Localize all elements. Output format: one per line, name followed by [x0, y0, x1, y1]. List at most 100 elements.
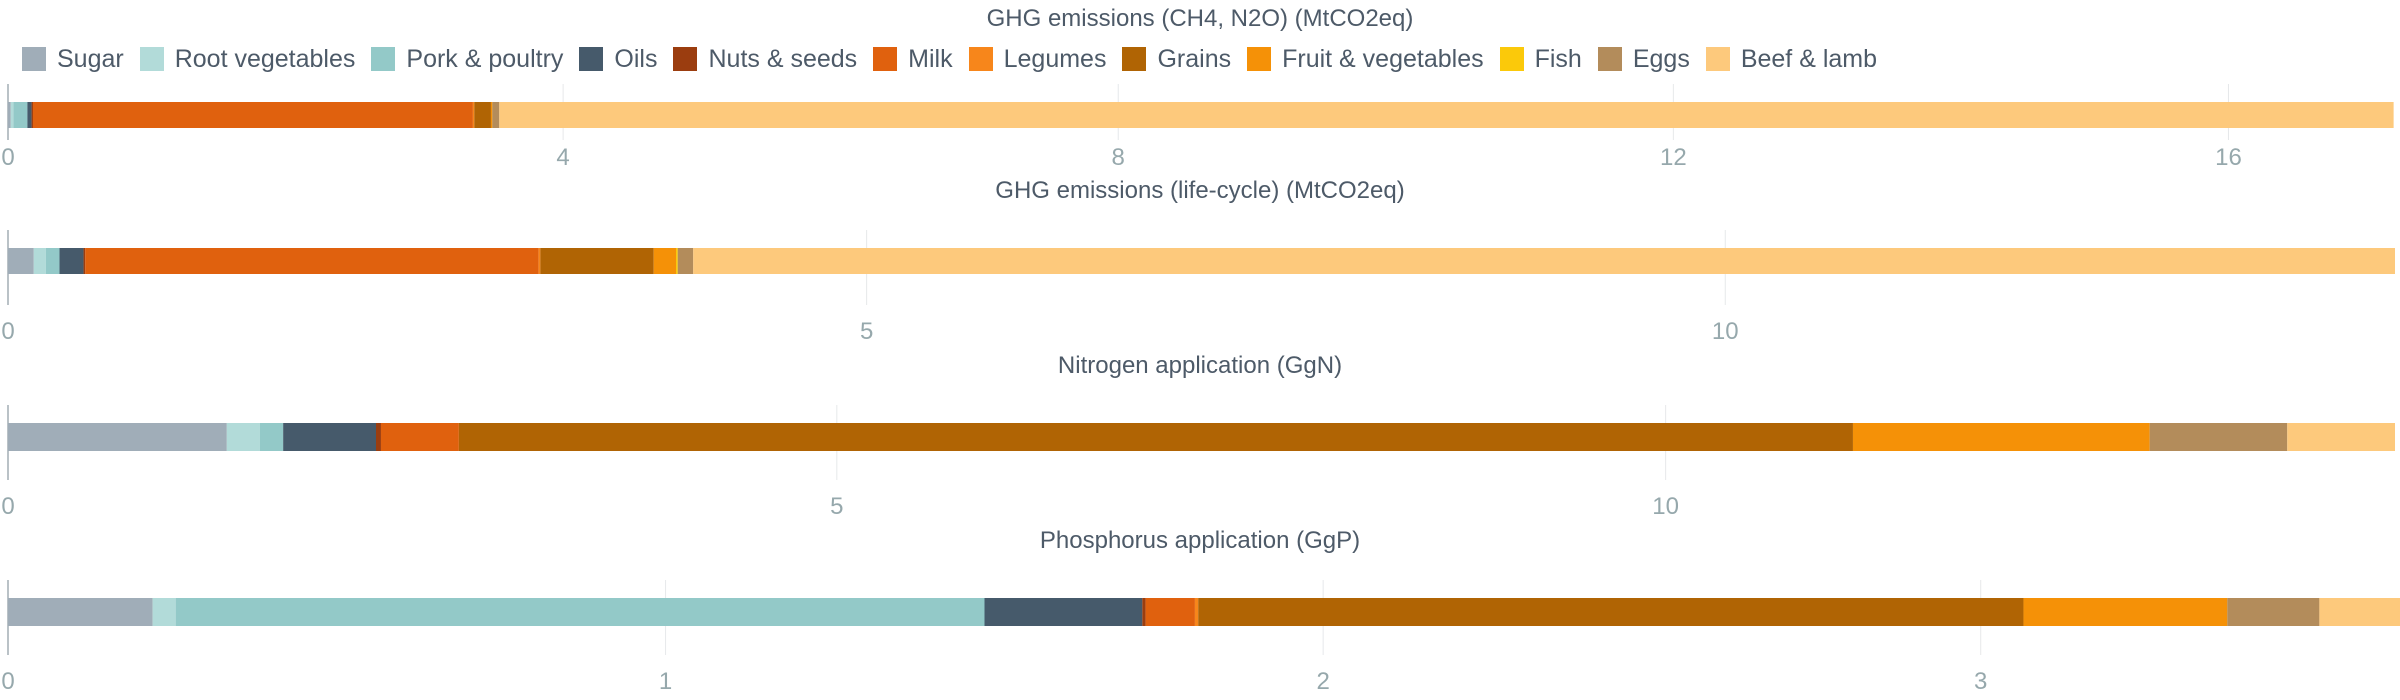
x-tick-label: 2 [1316, 668, 1329, 695]
bar-segment-legumes[interactable] [538, 248, 541, 274]
legend-label: Grains [1157, 44, 1232, 73]
x-tick-label: 0 [1, 318, 14, 345]
legend-swatch [1499, 47, 1524, 71]
legend-item-nuts-and-seeds[interactable]: Nuts & seeds [673, 45, 857, 74]
bar-segment-grains[interactable] [458, 423, 1853, 451]
legend-item-milk[interactable]: Milk [873, 44, 953, 74]
legend-swatch [1247, 47, 1272, 71]
bar-segment-sugar[interactable] [8, 102, 11, 128]
legend-item-fish[interactable]: Fish [1499, 44, 1582, 74]
bar-segment-sugar[interactable] [8, 423, 227, 451]
x-tick-label: 0 [1, 668, 14, 695]
legend-swatch [579, 47, 604, 71]
bar-segment-beef-and-lamb[interactable] [499, 102, 2394, 128]
bar-segment-root-vegetables[interactable] [152, 598, 176, 626]
legend-item-oils[interactable]: Oils [579, 45, 657, 74]
legend-item-beef-and-lamb[interactable]: Beef & lamb [1705, 44, 1878, 74]
bar-segment-nuts-and-seeds[interactable] [31, 102, 33, 128]
bar-segment-eggs[interactable] [492, 102, 500, 128]
bar-segment-milk[interactable] [380, 423, 459, 451]
bar-segment-nuts-and-seeds[interactable] [83, 248, 86, 274]
bar-segment-fruit-and-vegetables[interactable] [1852, 423, 2150, 451]
x-tick-label: 3 [1974, 668, 1987, 695]
bar-segment-root-vegetables[interactable] [226, 423, 260, 451]
legend-label: Root vegetables [174, 44, 356, 73]
legend-label: Legumes [1003, 44, 1107, 73]
x-tick-label: 0 [1, 493, 14, 520]
legend-item-root-vegetables[interactable]: Root vegetables [139, 44, 356, 74]
bar-segment-milk[interactable] [32, 102, 473, 128]
bar-segment-eggs[interactable] [677, 248, 694, 274]
bar-segment-legumes[interactable] [1194, 598, 1199, 626]
x-tick-label: 16 [2215, 144, 2242, 171]
legend-item-fruit-and-vegetables[interactable]: Fruit & vegetables [1247, 45, 1484, 74]
bar-segment-oils[interactable] [27, 102, 32, 128]
legend-item-grains[interactable]: Grains [1122, 45, 1231, 74]
legend-label: Eggs [1632, 44, 1690, 73]
bar-segment-root-vegetables[interactable] [33, 248, 46, 274]
x-tick-label: 4 [556, 144, 569, 171]
bar-segment-legumes[interactable] [472, 102, 475, 128]
bar-segment-pork-and-poultry[interactable] [175, 598, 985, 626]
bar-segment-eggs[interactable] [2227, 598, 2320, 626]
bar-segment-nuts-and-seeds[interactable] [1142, 598, 1146, 626]
chart-title: GHG emissions (life-cycle) (MtCO2eq) [995, 177, 1404, 204]
legend-swatch [371, 47, 396, 71]
legend-label: Milk [908, 44, 953, 73]
chart-2: GHG emissions (life-cycle) (MtCO2eq) 0 5 10 [1, 177, 2395, 345]
x-tick-label: 8 [1112, 144, 1125, 171]
bar-segment-milk[interactable] [1145, 598, 1195, 626]
bar-segment-fruit-and-vegetables[interactable] [653, 248, 677, 274]
legend-swatch [873, 47, 898, 71]
bar-segment-root-vegetables[interactable] [10, 102, 14, 128]
bar-segment-eggs[interactable] [2149, 423, 2288, 451]
bar-segment-beef-and-lamb[interactable] [693, 248, 2395, 274]
bar-segment-pork-and-poultry[interactable] [259, 423, 284, 451]
x-tick-label: 10 [1712, 318, 1739, 345]
legend-item-eggs[interactable]: Eggs [1597, 44, 1690, 74]
bar-segment-fruit-and-vegetables[interactable] [490, 102, 493, 128]
bar-segment-beef-and-lamb[interactable] [2287, 423, 2395, 451]
legend-label: Fruit & vegetables [1282, 44, 1484, 73]
bar-segment-sugar[interactable] [8, 248, 34, 274]
x-tick-label: 5 [860, 318, 873, 345]
legend-swatch [673, 47, 698, 71]
legend-swatch [1122, 47, 1147, 71]
legend-label: Sugar [57, 44, 124, 73]
x-tick-label: 1 [659, 668, 672, 695]
legend-swatch [22, 47, 46, 71]
legend-swatch [1705, 47, 1730, 71]
bar-segment-sugar[interactable] [8, 598, 153, 626]
bar-segment-fruit-and-vegetables[interactable] [2023, 598, 2228, 626]
bar-segment-milk[interactable] [85, 248, 539, 274]
bar-segment-beef-and-lamb[interactable] [2319, 598, 2400, 626]
chart-title: Phosphorus application (GgP) [1040, 527, 1360, 554]
chart-4: Phosphorus application (GgP) 0 1 2 3 [1, 527, 2400, 695]
bar-segment-oils[interactable] [59, 248, 84, 274]
bar-segment-grains[interactable] [540, 248, 654, 274]
bar-segment-grains[interactable] [474, 102, 491, 128]
legend-item-pork-and-poultry[interactable]: Pork & poultry [371, 45, 563, 74]
legend-label: Nuts & seeds [708, 44, 858, 73]
bar-segment-oils[interactable] [984, 598, 1143, 626]
bar-segment-pork-and-poultry[interactable] [13, 102, 28, 128]
bar-segment-pork-and-poultry[interactable] [45, 248, 60, 274]
legend-item-legumes[interactable]: Legumes [968, 44, 1107, 74]
legend-label: Fish [1534, 44, 1582, 73]
bar-segment-nuts-and-seeds[interactable] [375, 423, 381, 451]
legend-swatch [1597, 47, 1622, 71]
legend-label: Beef & lamb [1740, 44, 1878, 73]
chart-title: GHG emissions (CH4, N2O) (MtCO2eq) [987, 5, 1414, 32]
bar-segment-fish[interactable] [676, 248, 678, 274]
legend-label: Pork & poultry [406, 44, 564, 73]
legend-label: Oils [614, 44, 658, 73]
bar-segment-oils[interactable] [283, 423, 376, 451]
x-tick-label: 10 [1652, 493, 1679, 520]
chart-3: Nitrogen application (GgN) 0 5 10 [1, 352, 2395, 520]
legend-swatch [139, 47, 164, 71]
legend-item-sugar[interactable]: Sugar [22, 45, 124, 74]
x-tick-label: 0 [1, 144, 14, 171]
x-tick-label: 5 [830, 493, 843, 520]
bar-segment-grains[interactable] [1198, 598, 2024, 626]
